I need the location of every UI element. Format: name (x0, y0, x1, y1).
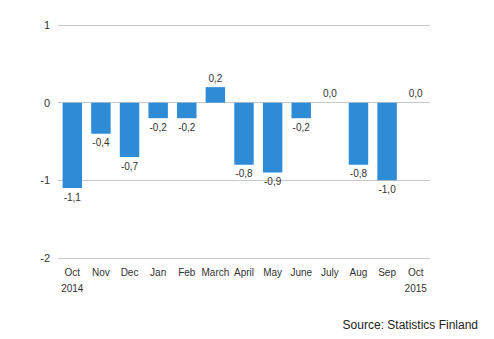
svg-text:-0,8: -0,8 (235, 168, 253, 179)
svg-text:July: July (321, 267, 339, 278)
svg-text:Aug: Aug (350, 267, 368, 278)
svg-text:-0,9: -0,9 (264, 176, 282, 187)
svg-text:0,2: 0,2 (208, 73, 222, 84)
svg-text:-1: -1 (40, 174, 50, 186)
svg-text:0: 0 (44, 97, 50, 109)
svg-text:0,0: 0,0 (323, 88, 337, 99)
svg-text:1: 1 (44, 19, 50, 31)
svg-text:-1,0: -1,0 (378, 184, 396, 195)
svg-text:March: March (201, 267, 229, 278)
svg-text:-0,2: -0,2 (150, 122, 168, 133)
svg-text:Oct: Oct (408, 267, 424, 278)
svg-text:-2: -2 (40, 252, 50, 264)
svg-text:-0,8: -0,8 (350, 168, 368, 179)
svg-text:Dec: Dec (121, 267, 139, 278)
svg-text:June: June (290, 267, 312, 278)
svg-text:0,0: 0,0 (409, 88, 423, 99)
svg-text:-0,2: -0,2 (293, 122, 311, 133)
svg-text:April: April (234, 267, 254, 278)
svg-text:Source: Statistics Finland: Source: Statistics Finland (343, 318, 478, 332)
svg-text:2014: 2014 (61, 283, 84, 294)
svg-text:Feb: Feb (178, 267, 196, 278)
svg-text:-0,2: -0,2 (178, 122, 196, 133)
svg-text:Oct: Oct (65, 267, 81, 278)
svg-text:2015: 2015 (405, 283, 428, 294)
svg-text:-0,4: -0,4 (92, 137, 110, 148)
svg-text:Sep: Sep (378, 267, 396, 278)
svg-text:-0,7: -0,7 (121, 161, 139, 172)
svg-text:May: May (263, 267, 282, 278)
svg-text:-1,1: -1,1 (64, 192, 82, 203)
svg-text:Nov: Nov (92, 267, 110, 278)
svg-text:Jan: Jan (150, 267, 166, 278)
